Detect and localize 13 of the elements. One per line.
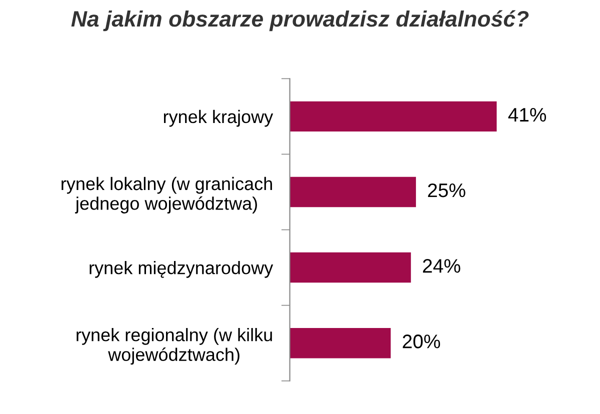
bar — [290, 328, 391, 358]
y-tick-label: rynek regionalny (w kilku województwach) — [76, 328, 272, 365]
data-label: 41% — [508, 108, 546, 122]
bar — [290, 101, 497, 132]
bar — [290, 252, 411, 283]
chart-title: Na jakim obszarze prowadzisz działalność? — [71, 10, 529, 32]
data-label: 25% — [428, 183, 466, 198]
data-label: 24% — [423, 259, 460, 273]
y-tick-label: rynek lokalny (w granicach jednego województwa) — [62, 176, 272, 214]
y-tick-label: rynek międzynarodowy — [90, 261, 274, 278]
bar — [290, 176, 416, 208]
data-label: 20% — [402, 334, 440, 348]
y-tick-label: rynek krajowy — [164, 110, 274, 127]
